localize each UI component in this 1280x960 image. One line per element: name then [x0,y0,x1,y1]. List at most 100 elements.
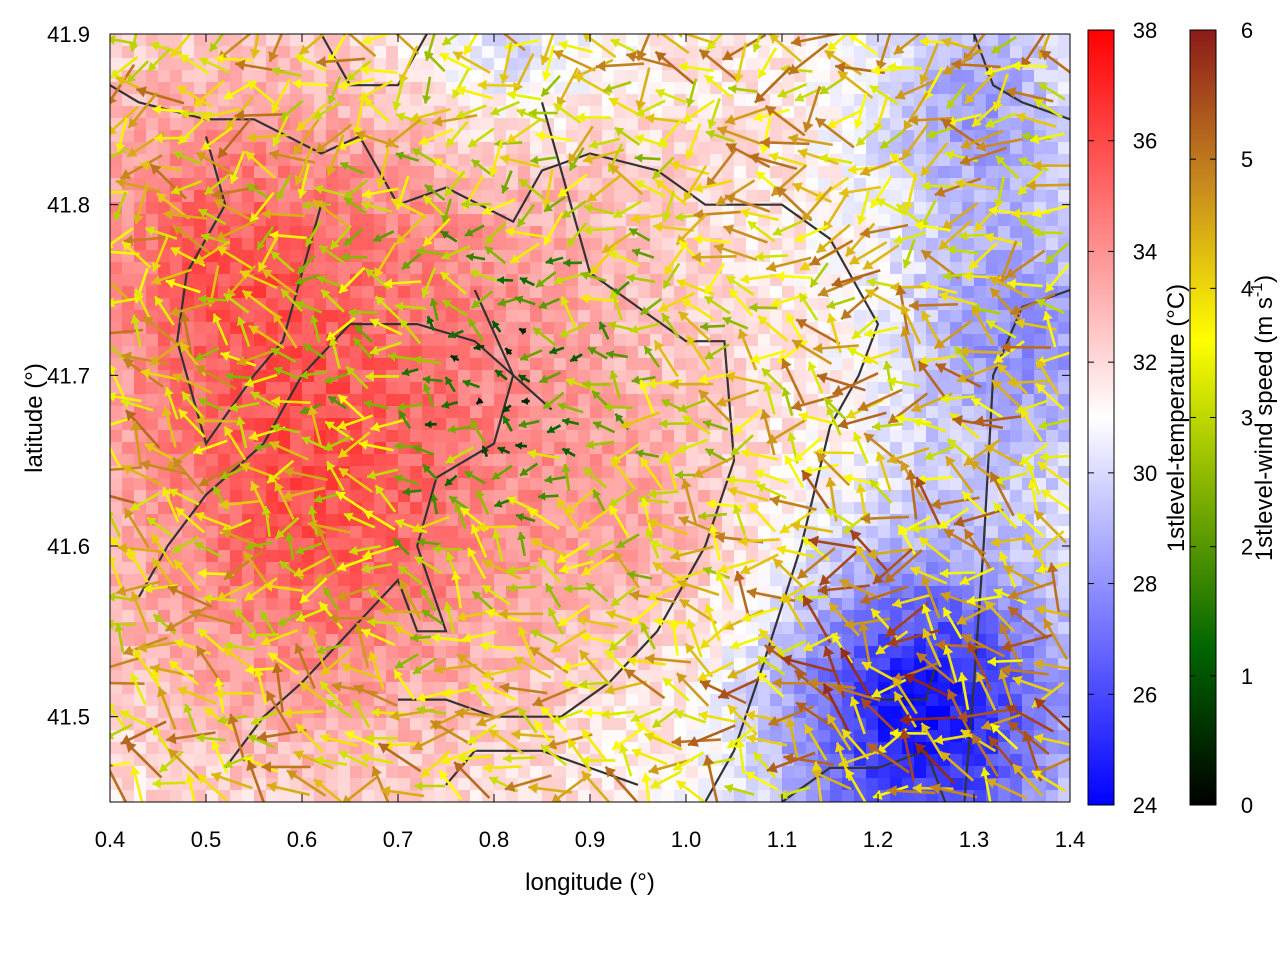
heatmap-cell [614,718,627,731]
heatmap-cell [218,214,231,227]
heatmap-cell [470,574,483,587]
heatmap-cell [158,514,171,527]
heatmap-cell [626,190,639,203]
heatmap-cell [818,562,831,575]
heatmap-cell [590,598,603,611]
heatmap-cell [650,262,663,275]
heatmap-cell [914,382,927,395]
heatmap-cell [554,382,567,395]
heatmap-cell [302,694,315,707]
heatmap-cell [902,430,915,443]
heatmap-cell [506,106,519,119]
heatmap-cell [1058,166,1070,179]
heatmap-cell [386,358,399,371]
heatmap-cell [746,262,759,275]
heatmap-cell [386,550,399,563]
heatmap-cell [758,286,771,299]
heatmap-cell [1034,334,1047,347]
heatmap-cell [410,262,423,275]
heatmap-cell [338,670,351,683]
heatmap-cell [410,406,423,419]
heatmap-cell [638,142,651,155]
heatmap-cell [674,82,687,95]
heatmap-cell [254,226,267,239]
heatmap-cell [362,574,375,587]
heatmap-cell [602,142,615,155]
heatmap-cell [278,202,291,215]
heatmap-cell [746,238,759,251]
heatmap-cell [1058,70,1070,83]
heatmap-cell [278,646,291,659]
heatmap-cell [410,286,423,299]
heatmap-cell [590,286,603,299]
heatmap-cell [518,82,531,95]
heatmap-cell [986,166,999,179]
heatmap-cell [1022,226,1035,239]
heatmap-cell [374,214,387,227]
heatmap-cell [278,514,291,527]
heatmap-cell [458,406,471,419]
heatmap-cell [710,742,723,755]
heatmap-cell [230,334,243,347]
heatmap-cell [758,46,771,59]
heatmap-cell [1058,670,1070,683]
heatmap-cell [278,238,291,251]
heatmap-cell [794,766,807,779]
heatmap-cell [1058,118,1070,131]
heatmap-cell [578,178,591,191]
heatmap-cell [182,274,195,287]
heatmap-cell [470,646,483,659]
heatmap-cell [158,82,171,95]
heatmap-cell [710,310,723,323]
heatmap-cell [446,646,459,659]
heatmap-cell [194,190,207,203]
heatmap-cell [614,334,627,347]
heatmap-cell [182,70,195,83]
heatmap-cell [794,190,807,203]
heatmap-cell [902,370,915,383]
heatmap-cell [194,106,207,119]
heatmap-cell [566,118,579,131]
heatmap-cell [1058,130,1070,143]
heatmap-cell [902,502,915,515]
heatmap-cell [434,82,447,95]
heatmap-cell [878,214,891,227]
heatmap-cell [350,718,363,731]
heatmap-cell [134,34,147,47]
heatmap-cell [1034,142,1047,155]
heatmap-cell [218,154,231,167]
heatmap-cell [194,82,207,95]
heatmap-cell [590,718,603,731]
heatmap-cell [722,58,735,71]
heatmap-cell [446,154,459,167]
heatmap-cell [818,298,831,311]
heatmap-cell [410,94,423,107]
heatmap-cell [194,322,207,335]
heatmap-cell [446,670,459,683]
heatmap-cell [662,106,675,119]
heatmap-cell [914,454,927,467]
heatmap-cell [1010,430,1023,443]
heatmap-cell [1058,334,1070,347]
heatmap-cell [1046,238,1059,251]
heatmap-cell [914,142,927,155]
heatmap-cell [674,502,687,515]
heatmap-cell [794,118,807,131]
heatmap-cell [602,106,615,119]
heatmap-cell [962,550,975,563]
heatmap-cell [602,694,615,707]
heatmap-cell [470,358,483,371]
heatmap-cell [110,334,123,347]
heatmap-cell [278,142,291,155]
heatmap-cell [314,382,327,395]
heatmap-cell [890,142,903,155]
heatmap-cell [938,538,951,551]
heatmap-cell [590,358,603,371]
heatmap-cell [602,214,615,227]
heatmap-cell [782,478,795,491]
heatmap-cell [650,70,663,83]
heatmap-cell [386,430,399,443]
heatmap-cell [974,190,987,203]
heatmap-cell [998,46,1011,59]
heatmap-cell [242,190,255,203]
